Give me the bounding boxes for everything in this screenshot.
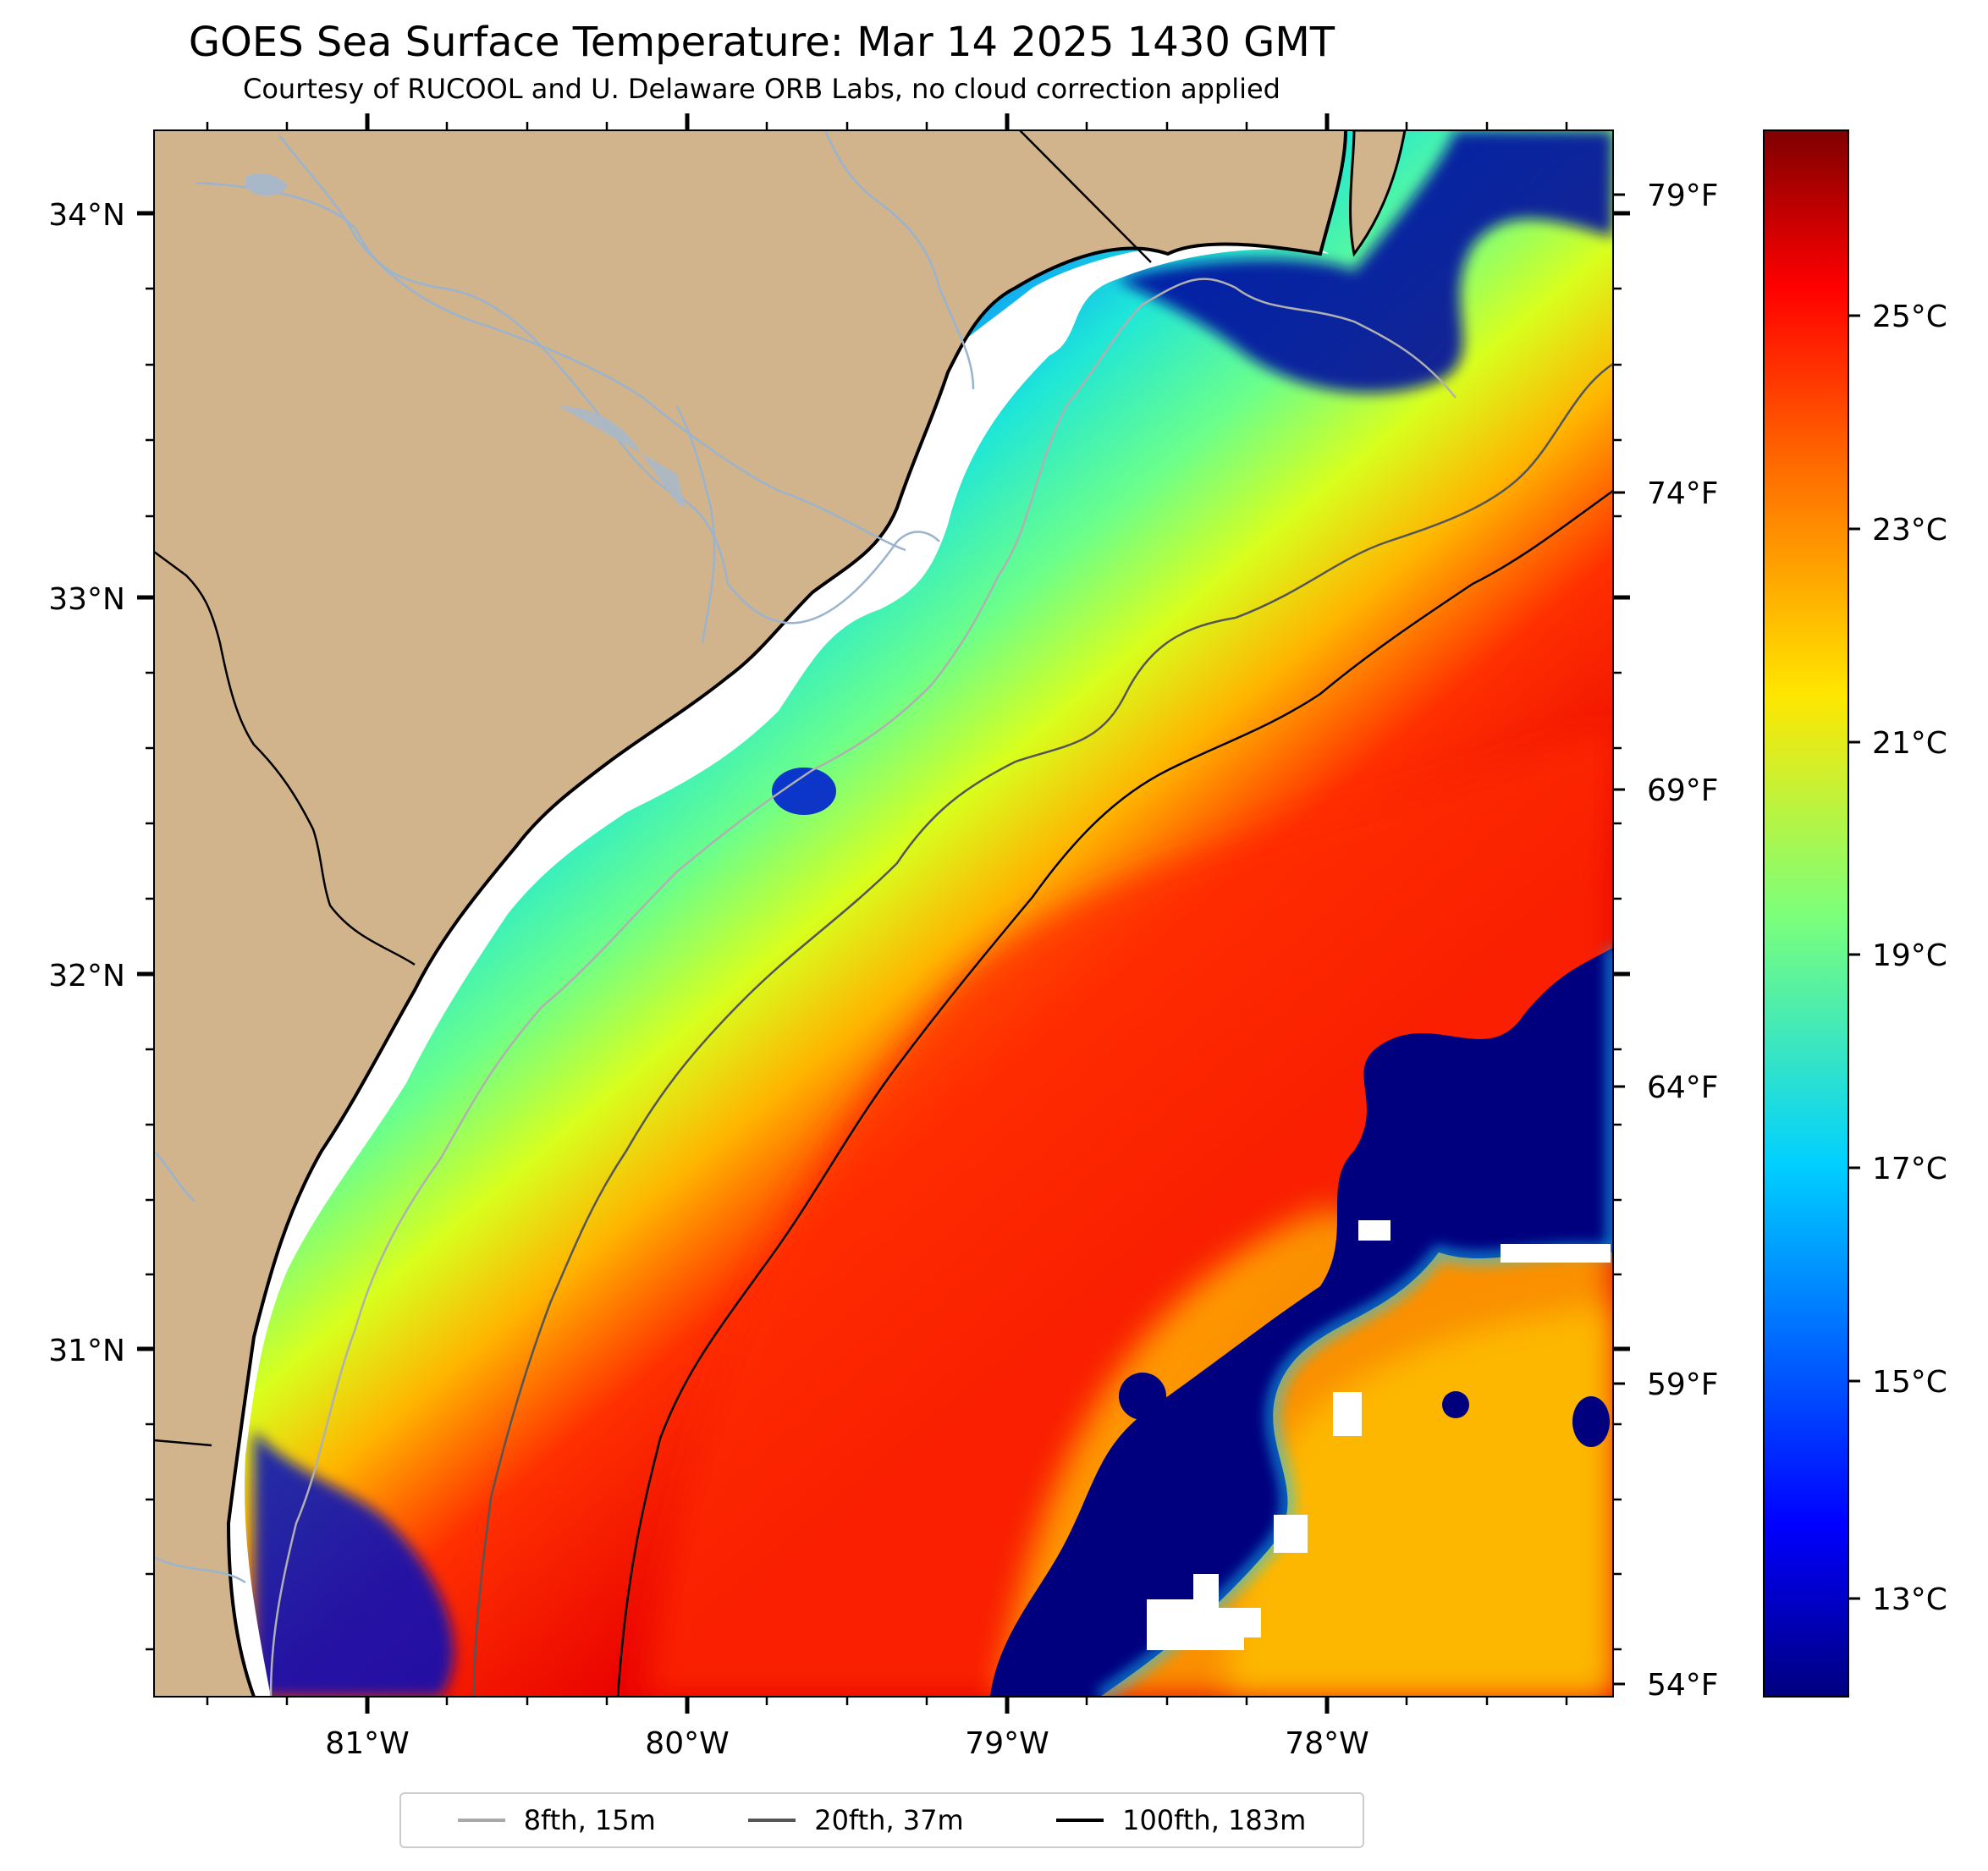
legend-line-icon <box>457 1819 505 1822</box>
river <box>154 1150 246 1584</box>
lon-label: 79°W <box>965 1726 1049 1761</box>
colorbar-label: 21°C <box>1872 726 1947 761</box>
colorbar-label: 15°C <box>1872 1365 1947 1400</box>
cold-bay-water <box>1117 130 1613 393</box>
river <box>675 405 716 644</box>
cold-patch <box>772 768 836 815</box>
lon-label: 78°W <box>1285 1726 1368 1761</box>
lat-label: 34°N <box>48 198 125 233</box>
cloud-gap <box>1333 1392 1362 1436</box>
legend-item-100fth: 100fth, 183m <box>1056 1804 1306 1836</box>
state-border <box>1019 130 1152 263</box>
colorbar-label: 17°C <box>1872 1152 1947 1186</box>
gulf-stream-warm-core <box>643 728 1613 1697</box>
warm-yellow-region <box>1227 1303 1613 1697</box>
cold-water-region <box>990 948 1613 1697</box>
fahrenheit-label: 59°F <box>1647 1367 1719 1402</box>
lon-minor-ticks <box>206 122 1568 1705</box>
legend-line-icon <box>1056 1819 1104 1822</box>
cold-nearshore-south <box>254 1430 454 1697</box>
lat-label: 31°N <box>48 1334 125 1368</box>
map-area <box>154 130 1613 1697</box>
cold-patch <box>1442 1391 1469 1418</box>
cloud-gap <box>1501 1244 1611 1263</box>
cloud-gap <box>1147 1574 1261 1650</box>
colorbar-ticks <box>1848 314 1860 1600</box>
lon-label: 81°W <box>325 1726 409 1761</box>
map-frame <box>153 129 1614 1698</box>
cloud-gap <box>1274 1515 1308 1553</box>
land-area <box>154 130 1346 1697</box>
fahrenheit-ticks <box>1613 193 1625 1686</box>
fahrenheit-label: 69°F <box>1647 773 1719 808</box>
colorbar-label: 13°C <box>1872 1582 1947 1617</box>
colorbar <box>1763 129 1849 1698</box>
fahrenheit-label: 54°F <box>1647 1668 1719 1703</box>
lat-label: 32°N <box>48 959 125 993</box>
coastline <box>226 130 1347 1697</box>
lon-major-ticks <box>365 113 1330 1714</box>
lake <box>559 406 686 508</box>
map-title: GOES Sea Surface Temperature: Mar 14 202… <box>188 19 1335 66</box>
lat-minor-ticks <box>146 287 1622 1651</box>
legend-item-20fth: 20fth, 37m <box>748 1804 964 1836</box>
state-border <box>154 1439 212 1447</box>
river <box>823 130 975 390</box>
river <box>278 135 906 552</box>
isobath-8fth <box>269 278 1457 1697</box>
fahrenheit-label: 79°F <box>1647 179 1719 213</box>
legend-label: 100fth, 183m <box>1122 1804 1307 1836</box>
lake <box>245 173 288 196</box>
map-subtitle: Courtesy of RUCOOL and U. Delaware ORB L… <box>243 73 1280 105</box>
lat-major-ticks <box>137 211 1630 1351</box>
isobath-legend: 8fth, 15m 20fth, 37m 100fth, 183m <box>399 1792 1364 1848</box>
isobath-100fth <box>616 489 1613 1697</box>
legend-label: 20fth, 37m <box>814 1804 964 1836</box>
colorbar-label: 23°C <box>1872 513 1947 548</box>
state-border <box>154 550 416 966</box>
cold-patch <box>1572 1396 1610 1447</box>
fahrenheit-label: 64°F <box>1647 1070 1719 1105</box>
fahrenheit-label: 74°F <box>1647 476 1719 511</box>
isobath-20fth <box>472 362 1613 1697</box>
lat-label: 33°N <box>48 582 125 617</box>
cold-patch <box>1119 1373 1166 1420</box>
colorbar-label: 25°C <box>1872 300 1947 334</box>
legend-label: 8fth, 15m <box>523 1804 656 1836</box>
lon-label: 80°W <box>645 1726 729 1761</box>
legend-item-8fth: 8fth, 15m <box>457 1804 656 1836</box>
barrier-island <box>1349 130 1407 257</box>
cold-front-edge <box>1097 948 1613 1697</box>
colorbar-label: 19°C <box>1872 938 1947 973</box>
cloud-gap <box>1358 1220 1390 1241</box>
legend-line-icon <box>748 1819 796 1822</box>
